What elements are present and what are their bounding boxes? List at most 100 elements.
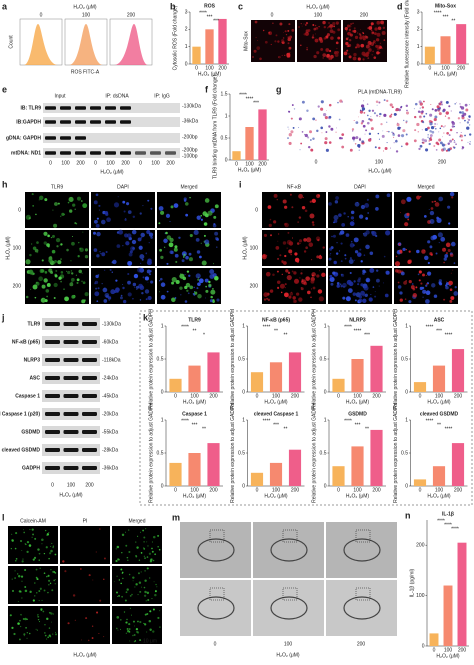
cell-signal	[307, 29, 311, 32]
cell-signal	[291, 206, 294, 209]
cell-signal	[370, 294, 372, 296]
cell-signal	[293, 108, 296, 110]
cell-signal	[252, 56, 254, 58]
cell-signal	[41, 284, 46, 289]
cell-signal	[71, 235, 73, 237]
cell-signal	[81, 200, 83, 202]
significance: **	[193, 328, 197, 334]
cell-signal	[312, 24, 315, 26]
size-marker: -200bp	[182, 147, 198, 153]
cell-signal	[112, 259, 117, 265]
cell-signal	[48, 258, 53, 263]
cell-signal	[420, 282, 423, 285]
cell-signal	[32, 599, 35, 602]
cell-signal	[336, 23, 338, 25]
cell-signal	[98, 209, 100, 211]
cell-signal	[67, 201, 70, 204]
cell-signal	[464, 134, 466, 137]
significance: ***	[364, 332, 370, 338]
cell-signal	[381, 134, 385, 138]
cell-signal	[300, 23, 302, 25]
cell-signal	[406, 212, 410, 216]
blot-band	[45, 448, 60, 452]
cell-signal	[429, 245, 433, 249]
cell-signal	[365, 44, 370, 49]
significance: ****	[426, 324, 434, 330]
cell-signal	[322, 57, 324, 59]
cell-signal	[150, 236, 153, 239]
cell-signal	[440, 236, 446, 242]
cell-signal	[282, 199, 287, 204]
cell-signal	[360, 290, 366, 296]
cell-signal	[49, 582, 52, 585]
row-label: NF-κB (p65)	[12, 339, 40, 345]
cell-signal	[339, 99, 343, 103]
blot-band	[63, 322, 79, 326]
cell-signal	[197, 294, 202, 299]
cell-signal	[353, 220, 354, 221]
bar	[443, 585, 453, 646]
cell-signal	[116, 545, 120, 549]
cell-signal	[46, 295, 48, 298]
cell-signal	[205, 297, 207, 299]
cell-signal	[34, 248, 39, 253]
cell-signal	[115, 548, 117, 550]
cell-signal	[76, 196, 82, 201]
cell-signal	[349, 148, 353, 152]
cell-signal	[436, 216, 439, 220]
blot-band	[150, 151, 161, 155]
cell-signal	[354, 250, 359, 254]
cell-signal	[145, 298, 148, 301]
bar	[207, 443, 220, 486]
cell-signal	[197, 278, 200, 281]
cell-signal	[353, 237, 359, 243]
cell-signal	[17, 622, 20, 625]
cell-signal	[275, 34, 278, 37]
cell-signal	[304, 209, 308, 213]
cell-signal	[431, 108, 434, 111]
cell-signal	[414, 115, 417, 119]
inset-box	[355, 529, 371, 543]
blot-band	[63, 358, 79, 362]
blot-band	[45, 466, 60, 470]
mitochondrion	[343, 538, 381, 562]
cell-signal	[148, 242, 150, 244]
cell-signal	[44, 529, 47, 532]
bar	[351, 446, 364, 486]
cell-signal	[284, 54, 286, 56]
cell-signal	[117, 196, 119, 198]
cell-signal	[358, 298, 363, 303]
cell-signal	[76, 278, 80, 282]
size-marker: -100bp	[182, 153, 198, 159]
cell-signal	[301, 269, 303, 271]
cell-signal	[467, 118, 469, 120]
cell-signal	[356, 44, 361, 48]
cell-signal	[65, 270, 68, 272]
cell-signal	[142, 205, 144, 207]
cell-signal	[324, 137, 328, 141]
cell-signal	[422, 296, 424, 298]
cell-signal	[150, 280, 154, 284]
cell-signal	[60, 271, 64, 274]
cell-signal	[405, 121, 408, 124]
cell-signal	[406, 109, 408, 112]
cell-signal	[450, 272, 452, 274]
cell-signal	[375, 278, 380, 283]
cell-signal	[134, 286, 136, 288]
cell-signal	[280, 291, 283, 294]
cell-signal	[370, 127, 374, 131]
bar	[288, 352, 302, 392]
row-label: Mito-Sox	[243, 31, 249, 51]
significance: **	[284, 426, 288, 432]
cell-signal	[422, 289, 427, 294]
inset-box	[209, 529, 225, 543]
cell-signal	[10, 548, 12, 550]
cell-signal	[54, 553, 57, 556]
cell-signal	[196, 250, 201, 254]
cell-signal	[93, 231, 96, 235]
cell-signal	[353, 280, 356, 283]
y-tick-label: 1	[242, 417, 245, 423]
cell-signal	[25, 543, 27, 546]
cell-signal	[412, 293, 418, 298]
cell-signal	[17, 573, 19, 575]
